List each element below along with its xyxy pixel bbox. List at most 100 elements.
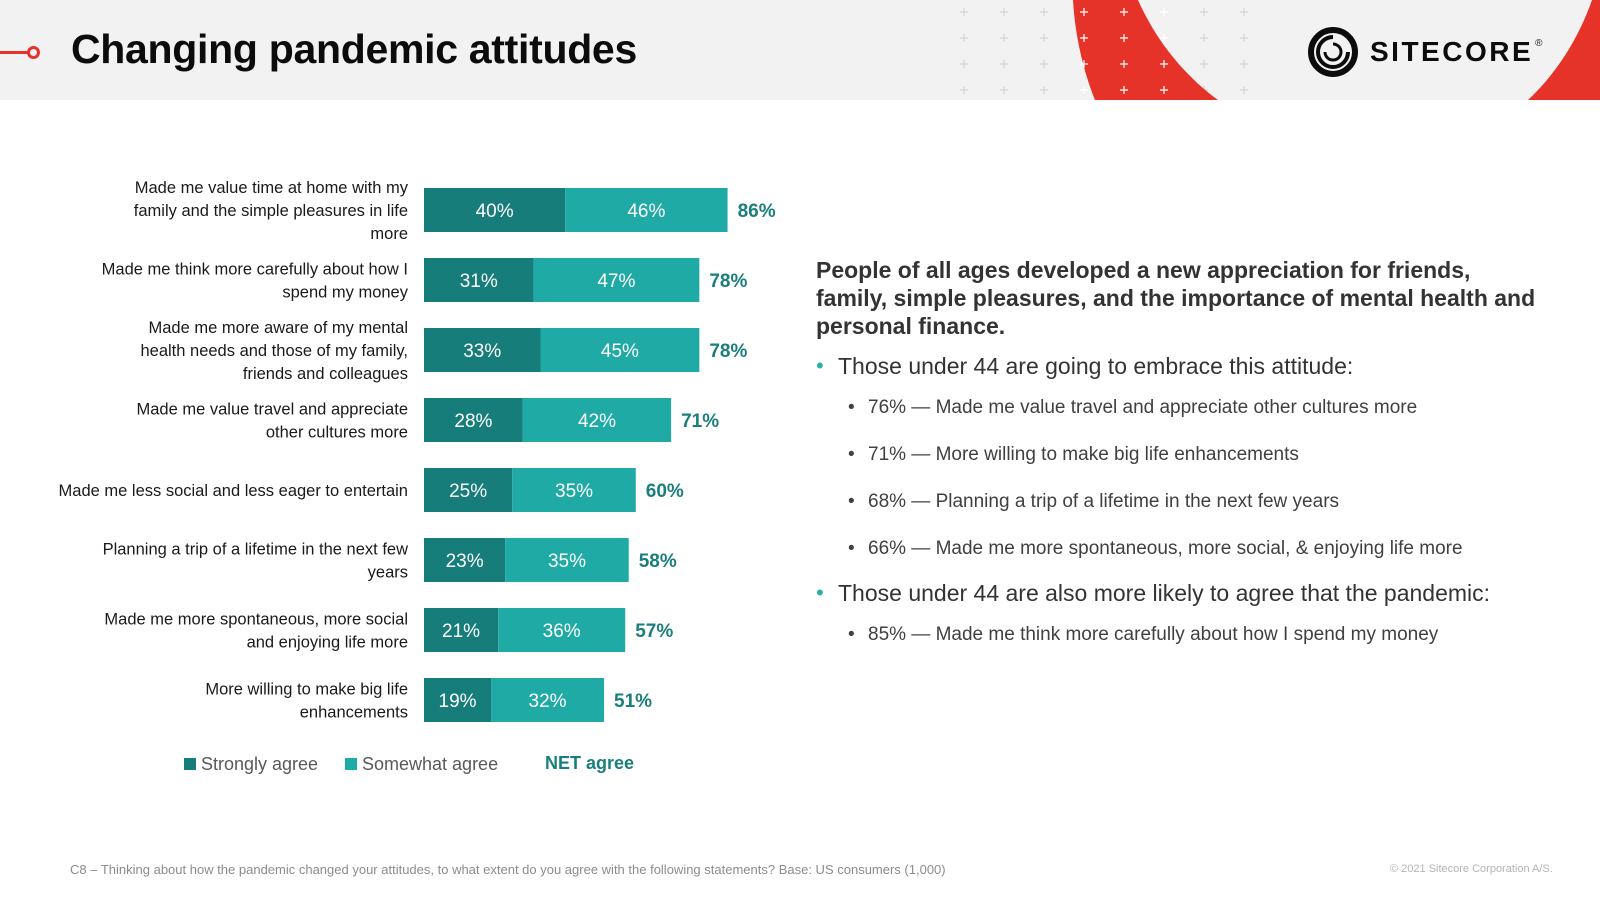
legend-somewhat-label: Somewhat agree	[362, 753, 499, 774]
bar-label-strongly: 28%	[454, 411, 492, 432]
category-label: family and the simple pleasures in life	[134, 202, 408, 220]
category-label: Made me less social and less eager to en…	[59, 482, 408, 500]
category-label: Planning a trip of a lifetime in the nex…	[103, 541, 409, 559]
bar-label-strongly: 23%	[446, 551, 484, 572]
category-label: enhancements	[300, 704, 408, 722]
bullet-text: Those under 44 are going to embrace this…	[838, 353, 1354, 379]
sub-bullet-text: 66% — Made me more spontaneous, more soc…	[868, 538, 1463, 559]
net-agree-label: 60%	[646, 481, 684, 502]
registered-mark: ®	[1535, 37, 1543, 49]
category-label: More willing to make big life	[205, 681, 408, 699]
bar-strongly-agree	[424, 328, 541, 372]
insight-panel: People of all ages developed a new appre…	[816, 256, 1536, 649]
bar-somewhat-agree	[565, 188, 728, 232]
sub-bullet-text: 71% — More willing to make big life enha…	[868, 444, 1299, 465]
decorative-plus-icon	[1160, 60, 1168, 68]
decorative-plus-icon	[1240, 86, 1248, 94]
decorative-plus-icon	[1000, 34, 1008, 42]
bar-label-strongly: 31%	[460, 271, 498, 292]
page-title: Changing pandemic attitudes	[71, 26, 637, 72]
decorative-plus-icon	[1080, 8, 1088, 16]
net-agree-label: 58%	[639, 551, 677, 572]
sub-bullet-text: 76% — Made me value travel and appreciat…	[868, 397, 1418, 418]
bullet-dot-icon: •	[816, 580, 824, 605]
decorative-plus-icon	[1080, 60, 1088, 68]
copyright: © 2021 Sitecore Corporation A/S.	[1390, 863, 1553, 875]
net-agree-label: 86%	[738, 201, 776, 222]
bar-label-strongly: 21%	[442, 621, 480, 642]
footnote: C8 – Thinking about how the pandemic cha…	[70, 862, 946, 877]
legend-strongly-swatch	[184, 758, 196, 770]
sub-bullet-item: • 76% — Made me value travel and apprecia…	[816, 394, 1536, 422]
header-accent-line	[0, 51, 30, 54]
bar-somewhat-agree	[540, 328, 700, 372]
category-label: and enjoying life more	[247, 634, 408, 652]
decorative-plus-icon	[1200, 60, 1208, 68]
bullet-item: • Those under 44 are also more likely to…	[816, 579, 1536, 607]
legend-strongly-label: Strongly agree	[201, 753, 319, 774]
decorative-plus-icon	[960, 8, 968, 16]
legend-strongly: Strongly agree	[184, 753, 318, 775]
decorative-plus-icon	[1080, 86, 1088, 94]
bar-strongly-agree	[424, 538, 506, 582]
decorative-plus-icon	[1040, 86, 1048, 94]
bar-label-strongly: 19%	[439, 691, 477, 712]
decorative-plus-icon	[1040, 8, 1048, 16]
bar-strongly-agree	[424, 678, 492, 722]
header-bar: Changing pandemic attitudes SITECORE ®	[0, 0, 1600, 100]
net-agree-label: 51%	[614, 691, 652, 712]
category-label: more	[370, 225, 408, 243]
bar-label-somewhat: 35%	[555, 481, 593, 502]
bar-label-somewhat: 35%	[548, 551, 586, 572]
net-agree-label: 71%	[681, 411, 719, 432]
bar-somewhat-agree	[522, 398, 672, 442]
decorative-plus-icon	[1160, 34, 1168, 42]
header-accent-dot	[27, 46, 40, 59]
bar-label-strongly: 40%	[476, 201, 514, 222]
decorative-plus-icon	[1000, 86, 1008, 94]
category-label: Made me value time at home with my	[135, 179, 409, 197]
header-decoration	[960, 0, 1600, 100]
bar-label-somewhat: 42%	[578, 411, 616, 432]
decorative-plus-icon	[1040, 60, 1048, 68]
bar-strongly-agree	[424, 608, 499, 652]
bar-label-somewhat: 46%	[627, 201, 665, 222]
decorative-plus-icon	[1240, 34, 1248, 42]
sub-bullet-dot-icon: •	[848, 538, 855, 559]
bar-label-strongly: 25%	[449, 481, 487, 502]
category-label: years	[368, 564, 408, 582]
legend-net-label: NET agree	[545, 753, 635, 773]
decorative-plus-icon	[960, 86, 968, 94]
sub-bullet-dot-icon: •	[848, 624, 855, 645]
bar-strongly-agree	[424, 468, 513, 512]
sub-bullet-dot-icon: •	[848, 491, 855, 512]
decorative-plus-icon	[1120, 34, 1128, 42]
bar-label-strongly: 33%	[463, 341, 501, 362]
bar-strongly-agree	[424, 398, 523, 442]
decorative-plus-icon	[1200, 34, 1208, 42]
decorative-plus-icon	[960, 60, 968, 68]
bullet-dot-icon: •	[816, 353, 824, 378]
sub-bullet-item: • 66% — Made me more spontaneous, more so…	[816, 535, 1536, 563]
net-agree-label: 57%	[635, 621, 673, 642]
bar-somewhat-agree	[505, 538, 629, 582]
sub-bullet-dot-icon: •	[848, 397, 855, 418]
sub-bullet-list: • 76% — Made me value travel and apprecia…	[816, 394, 1536, 563]
bullet-text: Those under 44 are also more likely to a…	[838, 580, 1491, 606]
sitecore-logo: SITECORE ®	[1308, 26, 1543, 78]
bar-somewhat-agree	[533, 258, 700, 302]
legend-somewhat-swatch	[345, 758, 357, 770]
decorative-plus-icon	[1120, 86, 1128, 94]
sub-bullet-item: • 85% — Made me think more carefully abou…	[816, 621, 1536, 649]
sub-bullet-item: • 71% — More willing to make big life enh…	[816, 441, 1536, 469]
bar-somewhat-agree	[491, 678, 605, 722]
category-label: spend my money	[282, 284, 408, 302]
bar-label-somewhat: 36%	[543, 621, 581, 642]
legend-somewhat: Somewhat agree	[345, 753, 498, 775]
bullet-item: • Those under 44 are going to embrace th…	[816, 352, 1536, 380]
sitecore-logo-icon	[1308, 27, 1358, 77]
bar-strongly-agree	[424, 258, 534, 302]
decorative-plus-icon	[1240, 8, 1248, 16]
net-agree-label: 78%	[709, 271, 747, 292]
bar-label-somewhat: 47%	[597, 271, 635, 292]
